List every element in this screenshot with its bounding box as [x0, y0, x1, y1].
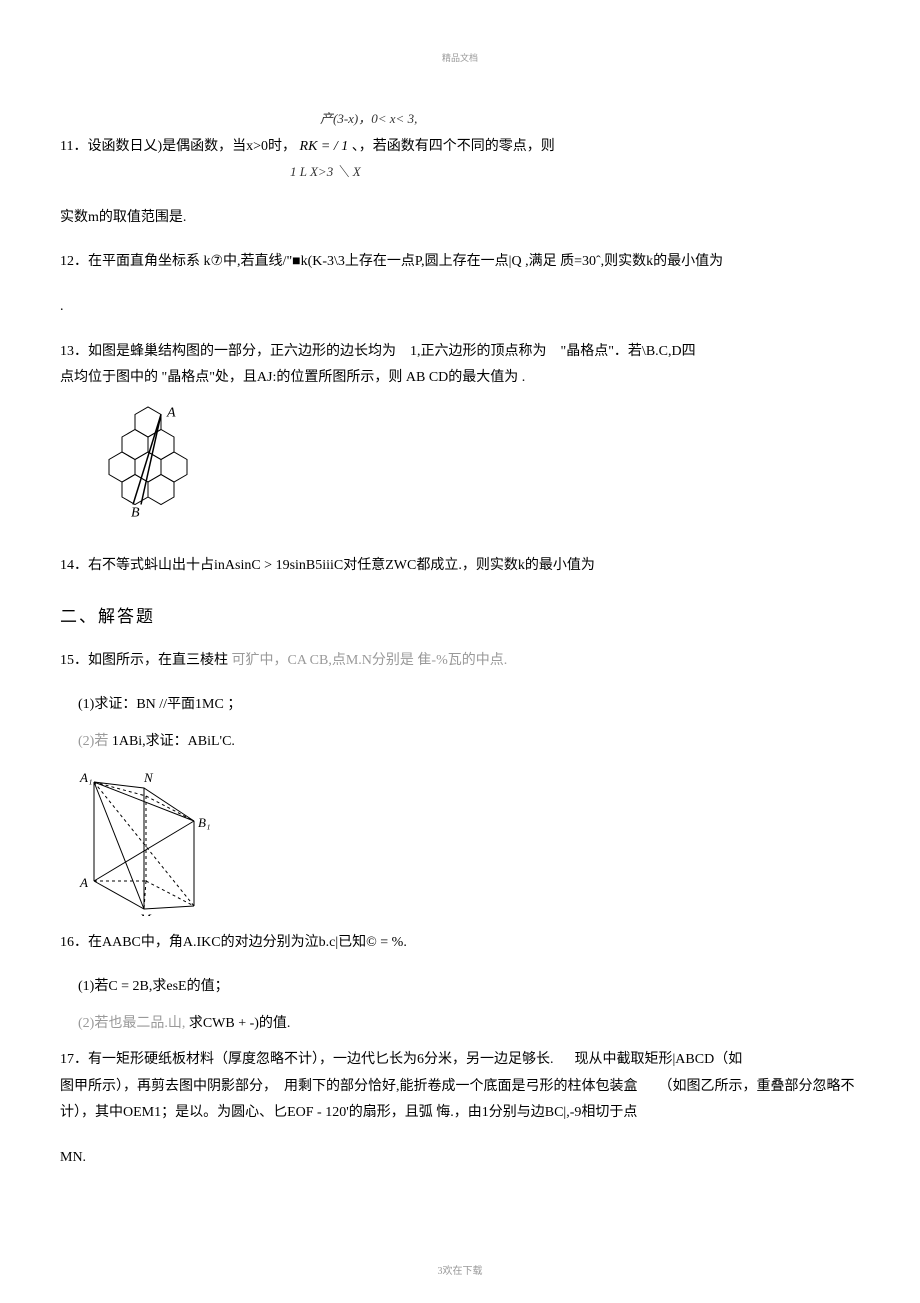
question-text: 15．如图所示，在直三棱柱	[60, 653, 228, 668]
question-text: .	[60, 299, 64, 314]
question-text: 实数m的取值范围是.	[60, 210, 186, 225]
question-15-sub1: (1)求证：BN //平面1MC ；	[78, 692, 860, 719]
question-text: 、，若函数有四个不同的零点，则	[352, 139, 555, 154]
question-11-cont: 实数m的取值范围是.	[60, 205, 860, 232]
question-text: 12．在平面直角坐标系 k⑦中,若直线/"■k(K-3\3上存在一点P,圆上存在…	[60, 249, 860, 276]
question-12-cont: .	[60, 294, 860, 321]
question-text-light: 可犷中，CA CB,点M.N分别是	[232, 653, 414, 668]
question-text: 13．如图是蜂巢结构图的一部分，正六边形的边长均为 1,正六边形的顶点称为 "晶…	[60, 339, 860, 366]
question-text: MN.	[60, 1150, 86, 1165]
question-text: 14．右不等式蚪山出十占inAsinC > 19sinB5iiiC对任意ZWC都…	[60, 558, 595, 573]
math-inline: RK = / 1	[300, 139, 349, 154]
section-title-2: 二、解答题	[60, 601, 860, 633]
math-expr-1: 产(3-x)，0< x< 3,	[320, 107, 417, 132]
question-15-sub2: (2)若 1ABi,求证：ABiL'C.	[78, 729, 860, 756]
question-16-sub2: (2)若也最二品.山, 求CWB + -)的值.	[78, 1011, 860, 1038]
question-text: 16．在AABC中，角A.IKC的对边分别为泣b.c|已知© = %.	[60, 935, 407, 950]
sub-text-light: (2)若	[78, 734, 108, 749]
question-15: 15．如图所示，在直三棱柱 可犷中，CA CB,点M.N分别是 隹-%瓦的中点.	[60, 648, 860, 675]
hexagon-diagram: A B	[76, 400, 860, 535]
sub-text: (1)若C = 2B,求esE的值；	[78, 979, 229, 994]
math-expr-2: 1 L X>3 ＼ X	[290, 160, 361, 185]
svg-text:A: A	[79, 875, 88, 890]
question-text-light: 隹-%瓦的中点.	[417, 653, 507, 668]
svg-text:N: N	[143, 770, 154, 785]
sub-text: (1)求证：BN //平面1MC ；	[78, 697, 241, 712]
svg-text:A₁: A₁	[79, 770, 92, 785]
svg-text:M: M	[139, 911, 152, 916]
question-text: 17．有一矩形硬纸板材料（厚度忽略不计），一边代匕长为6分米，另一边足够长. 现…	[60, 1047, 860, 1074]
question-14: 14．右不等式蚪山出十占inAsinC > 19sinB5iiiC对任意ZWC都…	[60, 553, 860, 580]
question-text: 点均位于图中的 "晶格点"处，且AJ:的位置所图所示，则 AB CD的最大值为 …	[60, 365, 860, 392]
sub-text: 1ABi,求证：ABiL'C.	[112, 734, 235, 749]
question-11: 产(3-x)，0< x< 3, 11．设函数日乂)是偶函数，当x>0时， RK …	[60, 107, 860, 187]
svg-text:B: B	[131, 505, 140, 520]
question-16: 16．在AABC中，角A.IKC的对边分别为泣b.c|已知© = %.	[60, 930, 860, 957]
sub-text: 求CWB + -)的值.	[189, 1016, 291, 1031]
question-text: 图甲所示），再剪去图中阴影部分， 用剩下的部分恰好,能折卷成一个底面是弓形的柱体…	[60, 1074, 860, 1127]
sub-text-light: (2)若也最二品.山,	[78, 1016, 185, 1031]
question-text: 11．设函数日乂)是偶函数，当x>0时，	[60, 139, 296, 154]
prism-diagram: A₁ N B₁ A M	[76, 766, 860, 916]
question-13: 13．如图是蜂巢结构图的一部分，正六边形的边长均为 1,正六边形的顶点称为 "晶…	[60, 339, 860, 535]
question-17-cont: MN.	[60, 1145, 860, 1172]
question-12: 12．在平面直角坐标系 k⑦中,若直线/"■k(K-3\3上存在一点P,圆上存在…	[60, 249, 860, 276]
page-header: 精品文档	[60, 50, 860, 67]
svg-text:A: A	[166, 405, 176, 420]
page-footer: 3欢在下载	[0, 1262, 920, 1281]
question-16-sub1: (1)若C = 2B,求esE的值；	[78, 974, 860, 1001]
question-17: 17．有一矩形硬纸板材料（厚度忽略不计），一边代匕长为6分米，另一边足够长. 现…	[60, 1047, 860, 1127]
svg-text:B₁: B₁	[198, 815, 210, 830]
